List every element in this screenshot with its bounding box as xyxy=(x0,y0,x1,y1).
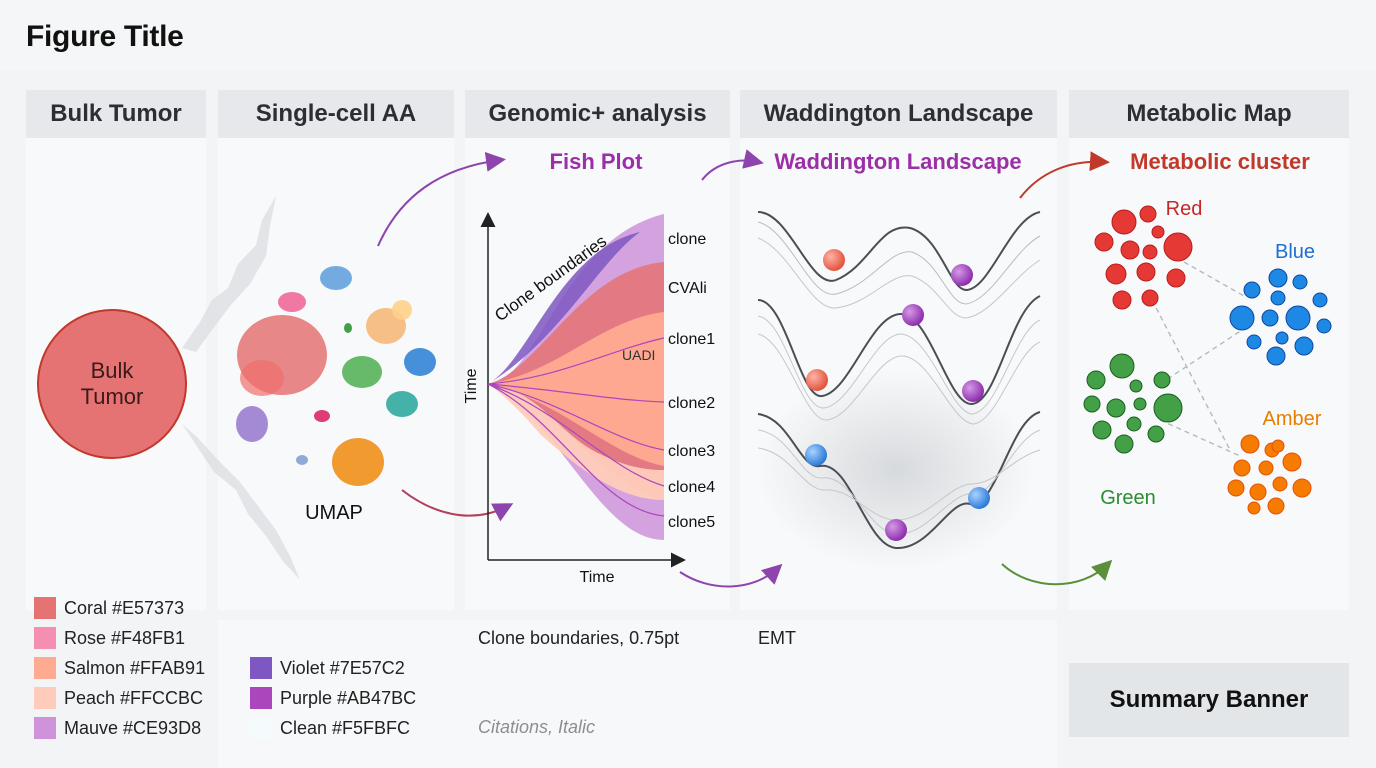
cluster-label-green: Green xyxy=(1100,487,1156,509)
cluster-green xyxy=(1083,353,1183,454)
legend-swatch xyxy=(250,687,272,709)
bulk-tumor-label-1: Bulk xyxy=(91,358,135,383)
fish-inner-label: UADI xyxy=(622,347,655,363)
figure-title: Figure Title xyxy=(26,20,184,53)
lower-notes-area xyxy=(218,620,1057,768)
umap-plot xyxy=(236,266,436,486)
arrow-umap-to-fish xyxy=(401,489,514,522)
cluster-label-amber: Amber xyxy=(1263,408,1322,430)
clone-label: CVAli xyxy=(668,280,707,297)
bulk-tumor-label-2: Tumor xyxy=(81,384,144,409)
panel-header-genomic: Genomic+ analysis xyxy=(465,90,730,138)
legend-item: Peach #FFCCBC xyxy=(34,687,203,709)
clone-label: clone5 xyxy=(668,514,715,531)
cluster-links xyxy=(1151,261,1245,457)
legend-label: Purple #AB47BC xyxy=(280,687,417,708)
legend-swatch xyxy=(34,717,56,739)
clone-label: clone xyxy=(668,231,706,248)
fish-y-axis-label: Time xyxy=(463,368,480,403)
panel-header-metabolic: Metabolic Map xyxy=(1069,90,1349,138)
panel-header-waddington: Waddington Landscape xyxy=(740,90,1057,138)
cluster-blue xyxy=(1229,268,1332,366)
legend-swatch xyxy=(250,717,272,739)
emt-note: EMT xyxy=(758,628,796,648)
arrow-to-fish-plot xyxy=(377,151,506,247)
cluster-red xyxy=(1094,205,1193,310)
legend-label: Peach #FFCCBC xyxy=(64,687,204,708)
fish-x-axis-label: Time xyxy=(580,569,615,586)
legend-swatch xyxy=(34,627,56,649)
panel-header-bulk-tumor: Bulk Tumor xyxy=(26,90,206,138)
fish-plot xyxy=(480,212,686,568)
legend-item: Rose #F48FB1 xyxy=(34,627,185,649)
legend-swatch xyxy=(34,687,56,709)
top-bar xyxy=(0,0,1376,70)
legend-item: Coral #E57373 xyxy=(34,597,184,619)
legend-swatch xyxy=(34,657,56,679)
legend-item: Clean #F5FBFC xyxy=(250,717,410,739)
legend-swatch xyxy=(250,657,272,679)
cluster-label-blue: Blue xyxy=(1275,241,1315,263)
cluster-label-red: Red xyxy=(1166,198,1203,220)
arrow-to-metabolic xyxy=(1019,151,1110,199)
legend-label: Clean #F5FBFC xyxy=(280,717,411,738)
legend-label: Coral #E57373 xyxy=(64,597,185,618)
arrow-to-waddington xyxy=(701,149,764,181)
waddington-landscape xyxy=(756,211,1041,570)
citations-note: Citations, Italic xyxy=(478,717,596,737)
umap-label: UMAP xyxy=(305,502,363,524)
clone-label: clone3 xyxy=(668,443,715,460)
clone-label: clone2 xyxy=(668,395,715,412)
arrow-landscape-to-map xyxy=(1001,559,1113,586)
legend-swatch xyxy=(34,597,56,619)
waddington-subtitle: Waddington Landscape xyxy=(774,149,1021,174)
torn-paper-edge xyxy=(182,196,300,580)
legend-item: Mauve #CE93D8 xyxy=(34,717,201,739)
fish-plot-title: Fish Plot xyxy=(550,149,644,174)
legend-label: Rose #F48FB1 xyxy=(64,627,186,648)
legend-item: Violet #7E57C2 xyxy=(250,657,405,679)
bulk-tumor-circle xyxy=(37,309,187,459)
legend-item: Salmon #FFAB91 xyxy=(34,657,205,679)
arrow-fish-to-landscape xyxy=(679,563,783,588)
legend-label: Violet #7E57C2 xyxy=(280,657,405,678)
legend-label: Salmon #FFAB91 xyxy=(64,657,206,678)
cluster-amber xyxy=(1227,434,1312,515)
clone-label: clone4 xyxy=(668,479,715,496)
legend-label: Mauve #CE93D8 xyxy=(64,717,202,738)
clone-label: clone1 xyxy=(668,331,715,348)
metabolic-subtitle: Metabolic cluster xyxy=(1130,149,1310,174)
summary-banner: Summary Banner xyxy=(1069,663,1349,737)
legend-item: Purple #AB47BC xyxy=(250,687,416,709)
panel-header-single-cell: Single-cell AA xyxy=(218,90,454,138)
clone-boundaries-note: Clone boundaries, 0.75pt xyxy=(478,628,680,648)
clone-labels: clone CVAli clone1 clone2 clone3 clone4 … xyxy=(668,231,715,531)
